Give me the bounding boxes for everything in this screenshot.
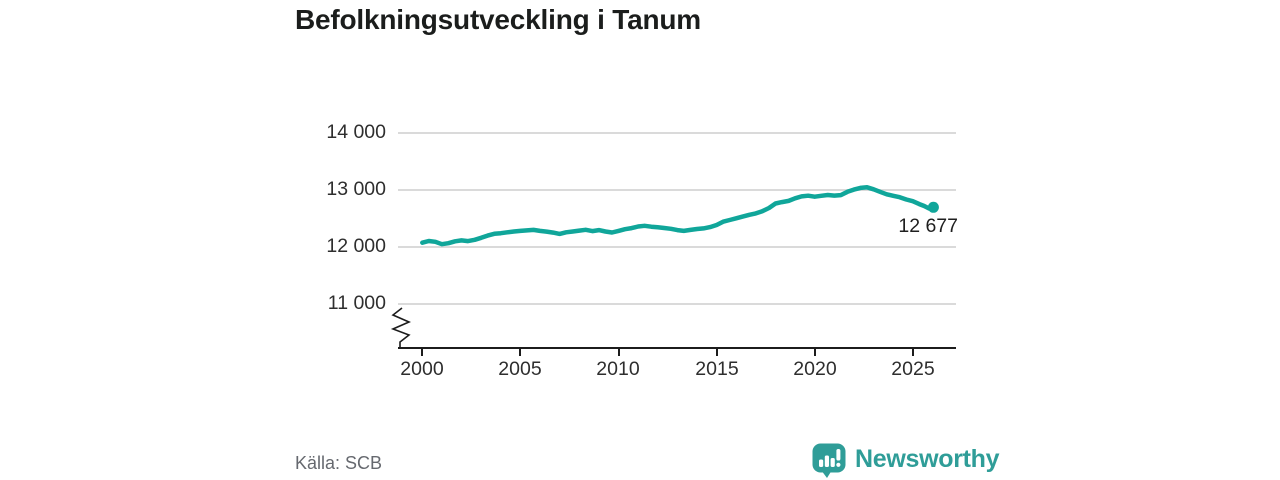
gridline-13000 [398,189,956,191]
last-value-annotation: 12 677 [898,215,958,237]
source-label: Källa: SCB [295,453,383,473]
gridline-11000 [398,303,956,305]
x-axis-line [398,347,956,349]
y-tick-label-13000: 13 000 [326,178,386,200]
gridline-12000 [398,246,956,248]
y-tick-label-14000: 14 000 [326,121,386,143]
x-tick-label-2010: 2010 [596,358,640,380]
x-tick-label-2015: 2015 [695,358,739,380]
newsworthy-speech-bubble-icon [812,443,846,478]
x-tick-label-2000: 2000 [400,358,444,380]
x-tick-2005 [519,349,521,356]
gridline-14000 [398,132,956,134]
x-tick-2025 [912,349,914,356]
chart-title: Befolkningsutveckling i Tanum [295,4,701,35]
last-point-dot [927,201,939,213]
x-tick-label-2005: 2005 [498,358,542,380]
y-tick-label-11000: 11 000 [327,292,386,314]
bar-chart-glyph [819,449,841,467]
x-tick-2000 [421,349,423,356]
x-tick-label-2020: 2020 [793,358,837,380]
x-tick-2020 [814,349,816,356]
x-tick-2015 [716,349,718,356]
x-tick-label-2025: 2025 [891,358,935,380]
newsworthy-logo: Newsworthy [811,442,1000,480]
population-line [420,185,936,247]
axis-break-icon [390,307,411,348]
x-tick-2010 [618,349,620,356]
newsworthy-wordmark: Newsworthy [855,445,1000,473]
y-tick-label-12000: 12 000 [326,235,386,257]
